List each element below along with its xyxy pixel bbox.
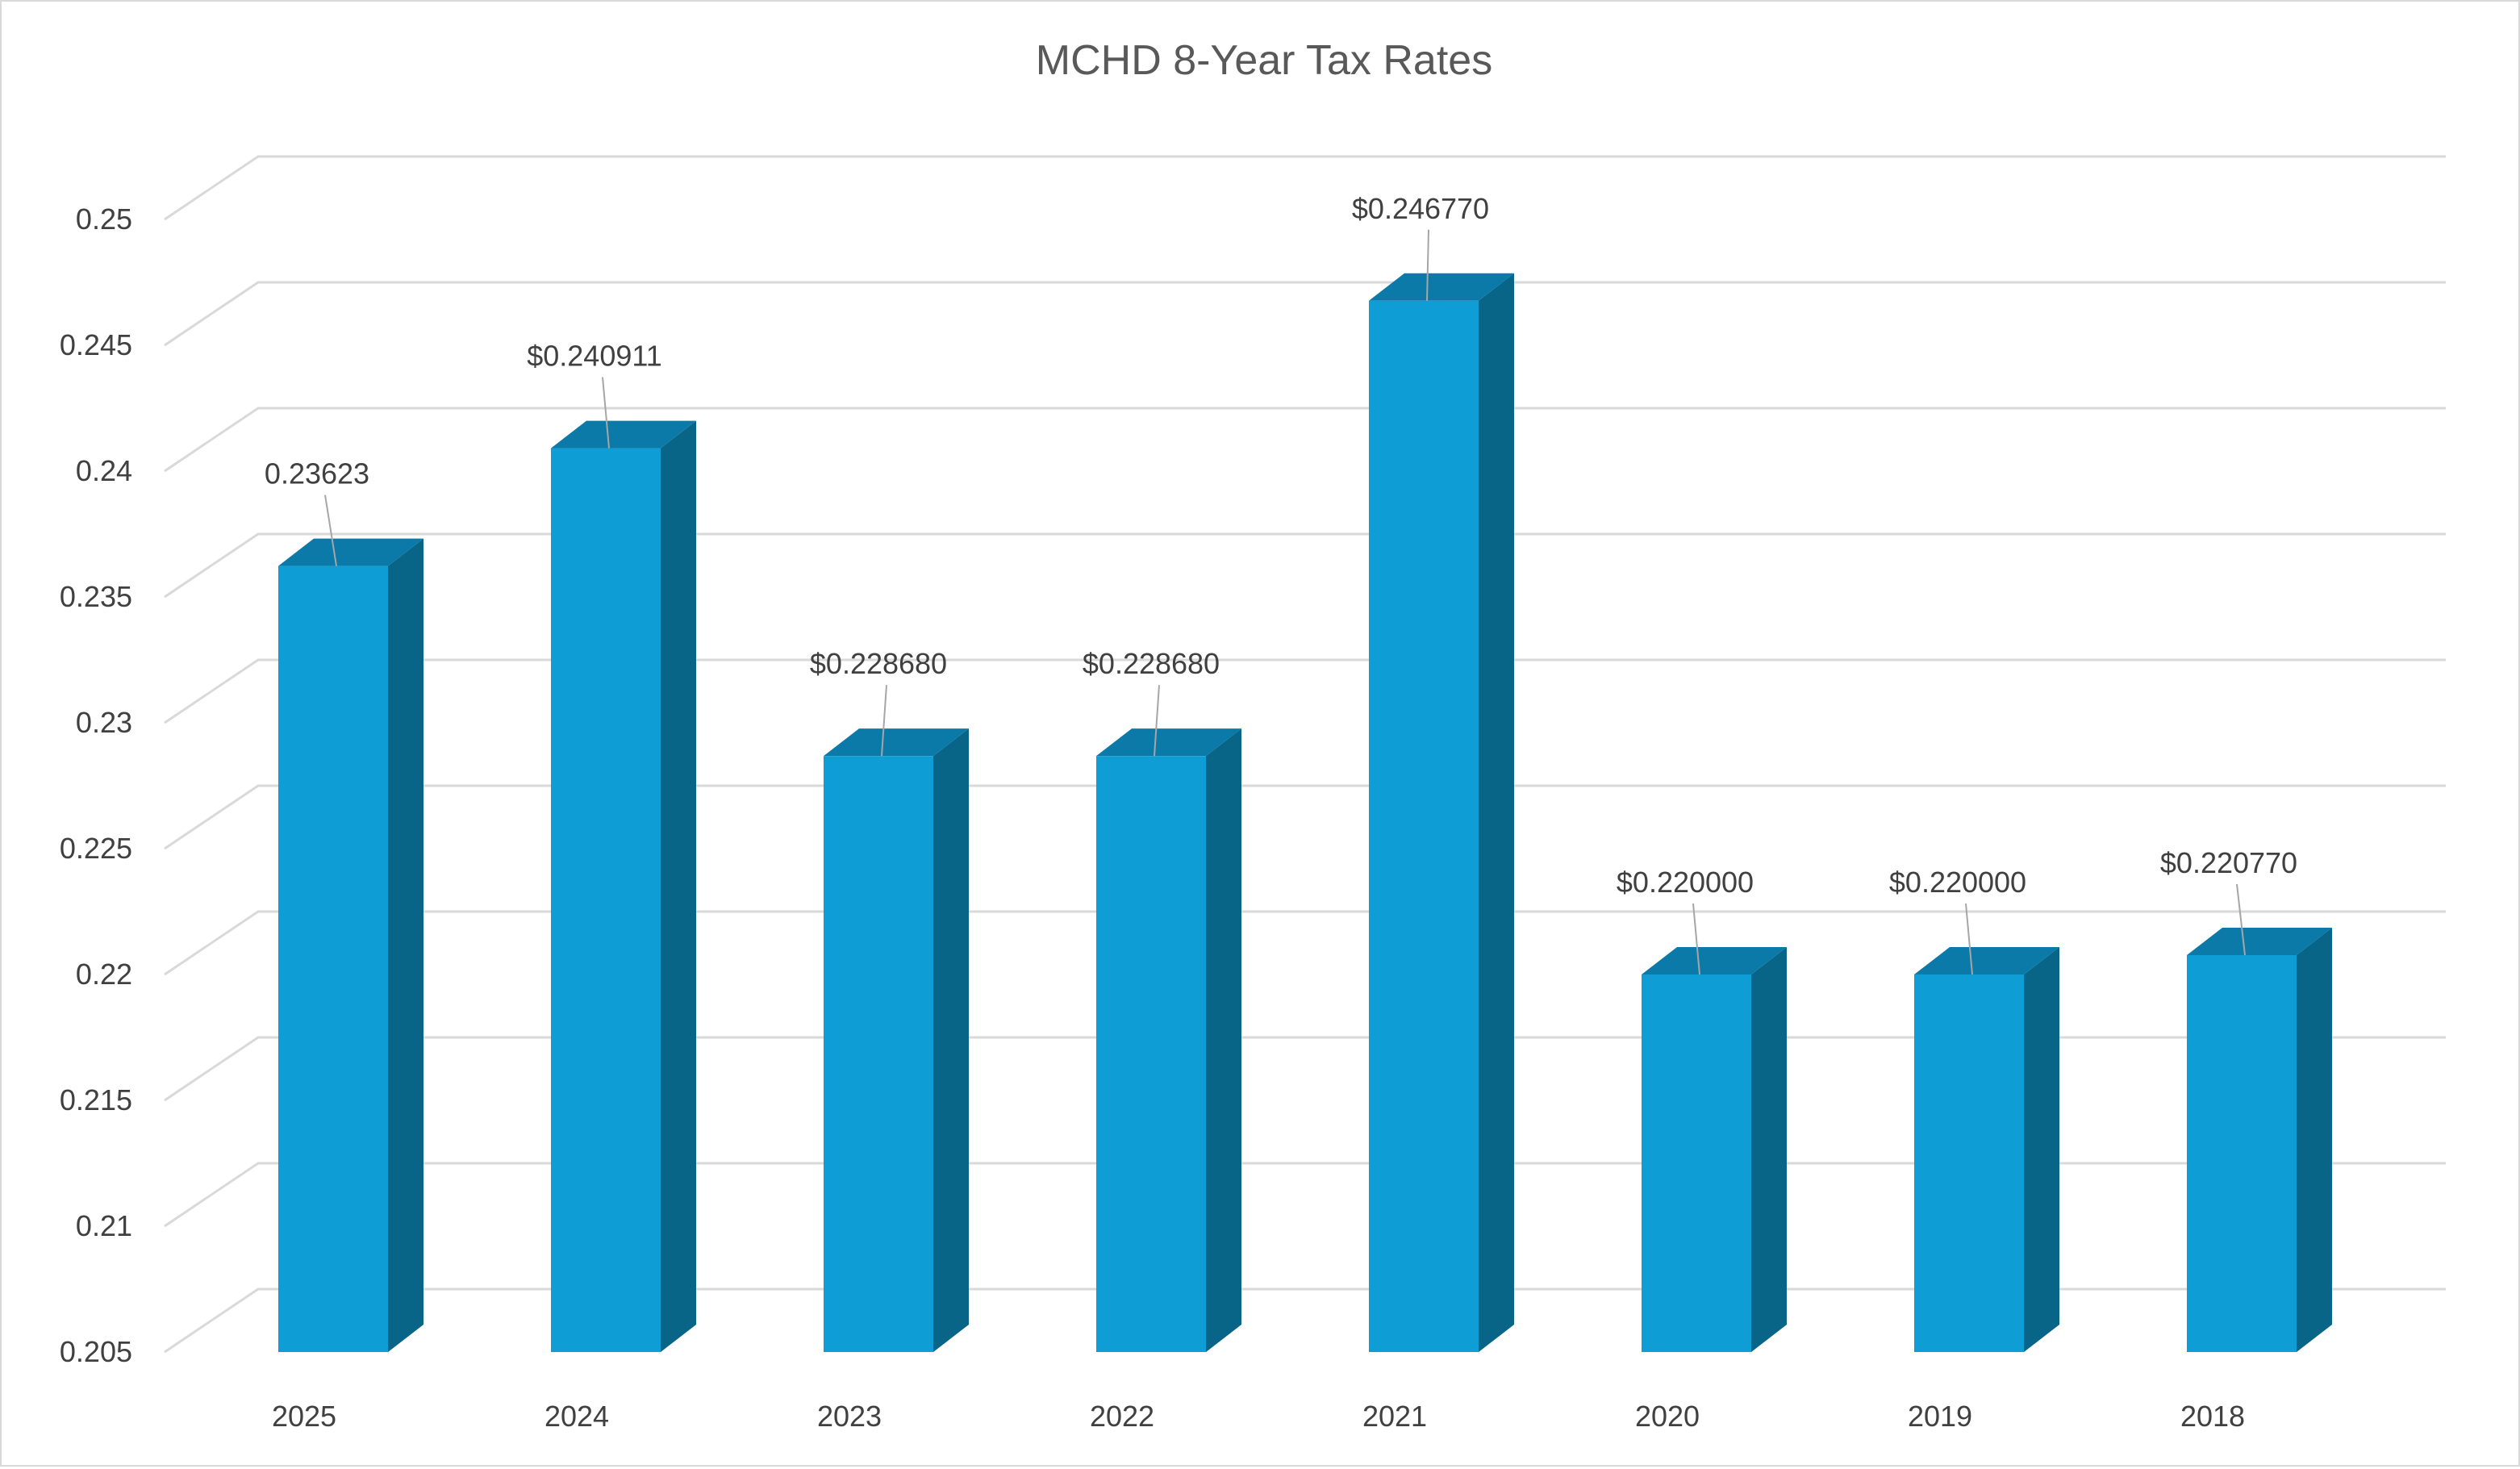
- grid-layer: [164, 155, 2446, 1354]
- bar-side: [388, 538, 423, 1352]
- gridline: [164, 155, 2446, 221]
- y-tick-label: 0.22: [76, 958, 132, 991]
- gridline: [164, 1036, 2446, 1102]
- bar-side: [933, 728, 969, 1352]
- gridline: [164, 658, 2446, 724]
- data-label: 0.23623: [265, 457, 369, 490]
- y-tick-label: 0.24: [76, 454, 132, 487]
- y-tick-label: 0.23: [76, 706, 132, 739]
- x-tick-label: 2020: [1635, 1400, 1700, 1433]
- gridline: [164, 407, 2446, 473]
- data-label-leader: [1154, 685, 1160, 757]
- bar-side: [2024, 947, 2059, 1352]
- x-tick-label: 2023: [817, 1400, 882, 1433]
- bar-top: [1914, 947, 2059, 974]
- bar-layer: [278, 273, 2332, 1352]
- data-label: $0.220770: [2160, 846, 2297, 879]
- bar-front: [2187, 954, 2297, 1352]
- bar-front: [1914, 974, 2024, 1352]
- x-tick-label: 2021: [1362, 1400, 1427, 1433]
- bar-front: [1369, 300, 1479, 1352]
- data-label-leader: [1692, 903, 1700, 975]
- bar-side: [1479, 273, 1514, 1352]
- bar-front: [1642, 974, 1751, 1352]
- x-axis: 2025 2024 2023 2022 2021 2020 2019 2018: [272, 1400, 2245, 1433]
- data-label: $0.220000: [1889, 866, 2026, 899]
- y-tick-label: 0.215: [60, 1083, 132, 1116]
- y-axis: 0.205 0.21 0.215 0.22 0.225 0.23 0.235 0.24 0.24…: [60, 202, 132, 1368]
- data-label: $0.246770: [1352, 192, 1489, 225]
- bar-top: [2187, 927, 2332, 955]
- bar-top: [551, 420, 696, 449]
- data-label: $0.220000: [1617, 866, 1754, 899]
- gridline: [164, 532, 2446, 599]
- data-label-leader: [602, 377, 610, 449]
- bar-front: [824, 756, 933, 1352]
- data-label-leader: [1965, 903, 1973, 975]
- bar-side: [2297, 927, 2332, 1352]
- data-label-leader: [881, 685, 887, 757]
- bar-top: [824, 728, 969, 757]
- bar-top: [1369, 273, 1514, 301]
- gridline: [164, 910, 2446, 976]
- bar-top: [1096, 728, 1241, 757]
- chart-title: MCHD 8-Year Tax Rates: [1036, 37, 1492, 84]
- y-tick-label: 0.25: [76, 202, 132, 236]
- data-label: $0.228680: [1083, 647, 1220, 680]
- x-tick-label: 2024: [544, 1400, 609, 1433]
- bar-front: [1096, 756, 1206, 1352]
- data-label: $0.228680: [810, 647, 947, 680]
- y-tick-label: 0.235: [60, 580, 132, 613]
- bar-front: [551, 448, 661, 1352]
- data-label-leader: [1426, 229, 1429, 301]
- gridline: [164, 1287, 2446, 1354]
- data-label-layer: 0.23623 $0.240911 $0.228680 $0.228680 $0.246…: [265, 192, 2297, 975]
- data-label: $0.240911: [527, 340, 662, 373]
- y-tick-label: 0.245: [60, 328, 132, 361]
- data-label-leader: [2236, 883, 2246, 956]
- y-tick-label: 0.21: [76, 1209, 132, 1242]
- x-tick-label: 2019: [1908, 1400, 1972, 1433]
- bar-front: [278, 565, 388, 1352]
- gridline: [164, 784, 2446, 850]
- x-tick-label: 2018: [2180, 1400, 2245, 1433]
- bar-top: [278, 538, 423, 566]
- bar-side: [1206, 728, 1241, 1352]
- bar-side: [661, 420, 696, 1352]
- data-label-leader: [324, 495, 337, 566]
- gridline: [164, 1162, 2446, 1228]
- y-tick-label: 0.225: [60, 832, 132, 865]
- y-tick-label: 0.205: [60, 1335, 132, 1368]
- x-tick-label: 2025: [272, 1400, 336, 1433]
- bar-top: [1642, 947, 1787, 974]
- x-tick-label: 2022: [1090, 1400, 1154, 1433]
- bar-side: [1751, 947, 1787, 1352]
- gridline: [164, 281, 2446, 347]
